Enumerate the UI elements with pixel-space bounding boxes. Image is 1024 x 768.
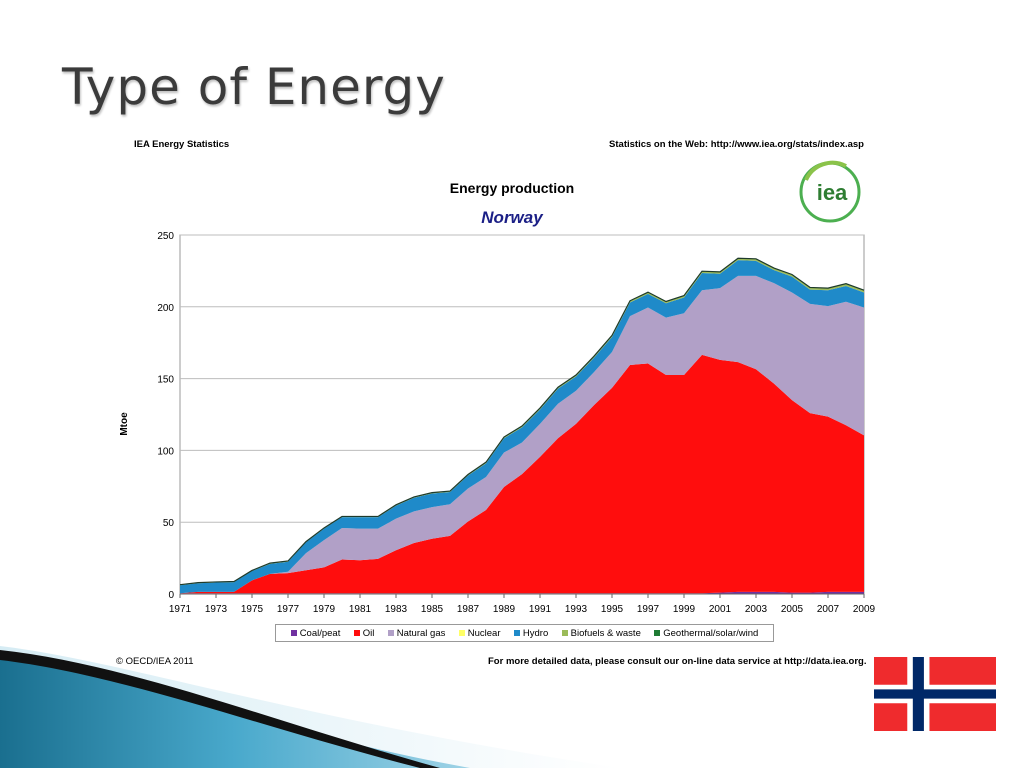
x-tick-label: 1999 <box>673 604 696 615</box>
x-tick-label: 1995 <box>601 604 624 615</box>
y-tick-label: 0 <box>168 590 174 601</box>
x-tick-label: 2001 <box>709 604 732 615</box>
chart-legend: Coal/peat Oil Natural gas Nuclear Hydro Biofu… <box>275 624 774 642</box>
legend-item: Biofuels & waste <box>561 627 641 639</box>
chart-subtitle: Norway <box>481 208 543 227</box>
data-service-note: For more detailed data, please consult o… <box>488 656 867 667</box>
x-tick-label: 1989 <box>493 604 516 615</box>
legend-item: Natural gas <box>387 627 446 639</box>
x-tick-label: 1979 <box>313 604 336 615</box>
legend-item: Coal/peat <box>290 627 341 639</box>
legend-item: Geothermal/solar/wind <box>654 628 758 639</box>
legend-item: Oil <box>353 627 375 639</box>
legend-swatch <box>654 630 661 636</box>
x-tick-label: 1981 <box>349 604 372 615</box>
iea-logo-icon: iea <box>799 160 861 223</box>
copyright-text: © OECD/IEA 2011 <box>116 656 194 667</box>
legend-swatch <box>561 630 568 636</box>
chart-axes: 0 50 100 150 200 250 1971 1973 1975 1977 1979 1981 1… <box>157 231 875 615</box>
y-tick-label: 150 <box>157 375 174 386</box>
x-tick-label: 1991 <box>529 604 552 615</box>
legend-item: Hydro <box>513 627 549 639</box>
chart-areas <box>179 257 865 594</box>
x-tick-label: 1973 <box>205 604 228 615</box>
x-tick-label: 2007 <box>817 604 840 615</box>
x-tick-label: 1977 <box>277 604 300 615</box>
area-series-hydro <box>180 260 864 594</box>
legend-swatch <box>458 630 465 636</box>
legend-swatch <box>353 630 360 636</box>
norway-flag-icon <box>874 657 996 731</box>
y-axis-label: Mtoe <box>119 412 130 436</box>
area-series-coal-peat <box>180 591 864 594</box>
statistics-link[interactable]: Statistics on the Web: http://www.iea.or… <box>609 139 864 150</box>
legend-label: Coal/peat <box>299 627 341 639</box>
x-tick-label: 1985 <box>421 604 444 615</box>
y-tick-label: 200 <box>157 303 174 314</box>
legend-label: Hydro <box>522 627 549 639</box>
legend-swatch <box>290 630 297 636</box>
total-outline <box>179 257 865 586</box>
source-label: IEA Energy Statistics <box>134 139 230 150</box>
x-tick-label: 1971 <box>169 604 192 615</box>
y-tick-label: 250 <box>157 231 174 242</box>
slide-title: Type of Energy <box>62 58 446 116</box>
legend-label: Biofuels & waste <box>570 627 641 639</box>
decorative-swoosh <box>0 646 620 768</box>
energy-production-chart: 0 50 100 150 200 250 1971 1973 1975 1977 1979 1981 1… <box>119 231 876 615</box>
legend-item: Nuclear <box>458 627 501 639</box>
x-tick-label: 1987 <box>457 604 480 615</box>
y-tick-label: 50 <box>163 518 175 529</box>
y-tick-label: 100 <box>157 446 174 457</box>
x-tick-label: 1975 <box>241 604 264 615</box>
x-tick-label: 1983 <box>385 604 408 615</box>
x-tick-label: 1997 <box>637 604 660 615</box>
legend-swatch <box>387 630 394 636</box>
x-tick-label: 2003 <box>745 604 768 615</box>
logo-text: iea <box>817 180 848 205</box>
x-tick-label: 2005 <box>781 604 804 615</box>
legend-label: Oil <box>362 627 375 639</box>
chart-title: Energy production <box>449 180 575 196</box>
legend-swatch <box>513 630 520 636</box>
x-tick-label: 1993 <box>565 604 588 615</box>
area-series-natural-gas <box>180 275 864 594</box>
legend-label: Geothermal/solar/wind <box>663 627 759 639</box>
x-tick-label: 2009 <box>853 604 876 615</box>
legend-label: Natural gas <box>396 627 446 639</box>
legend-label: Nuclear <box>467 627 501 639</box>
